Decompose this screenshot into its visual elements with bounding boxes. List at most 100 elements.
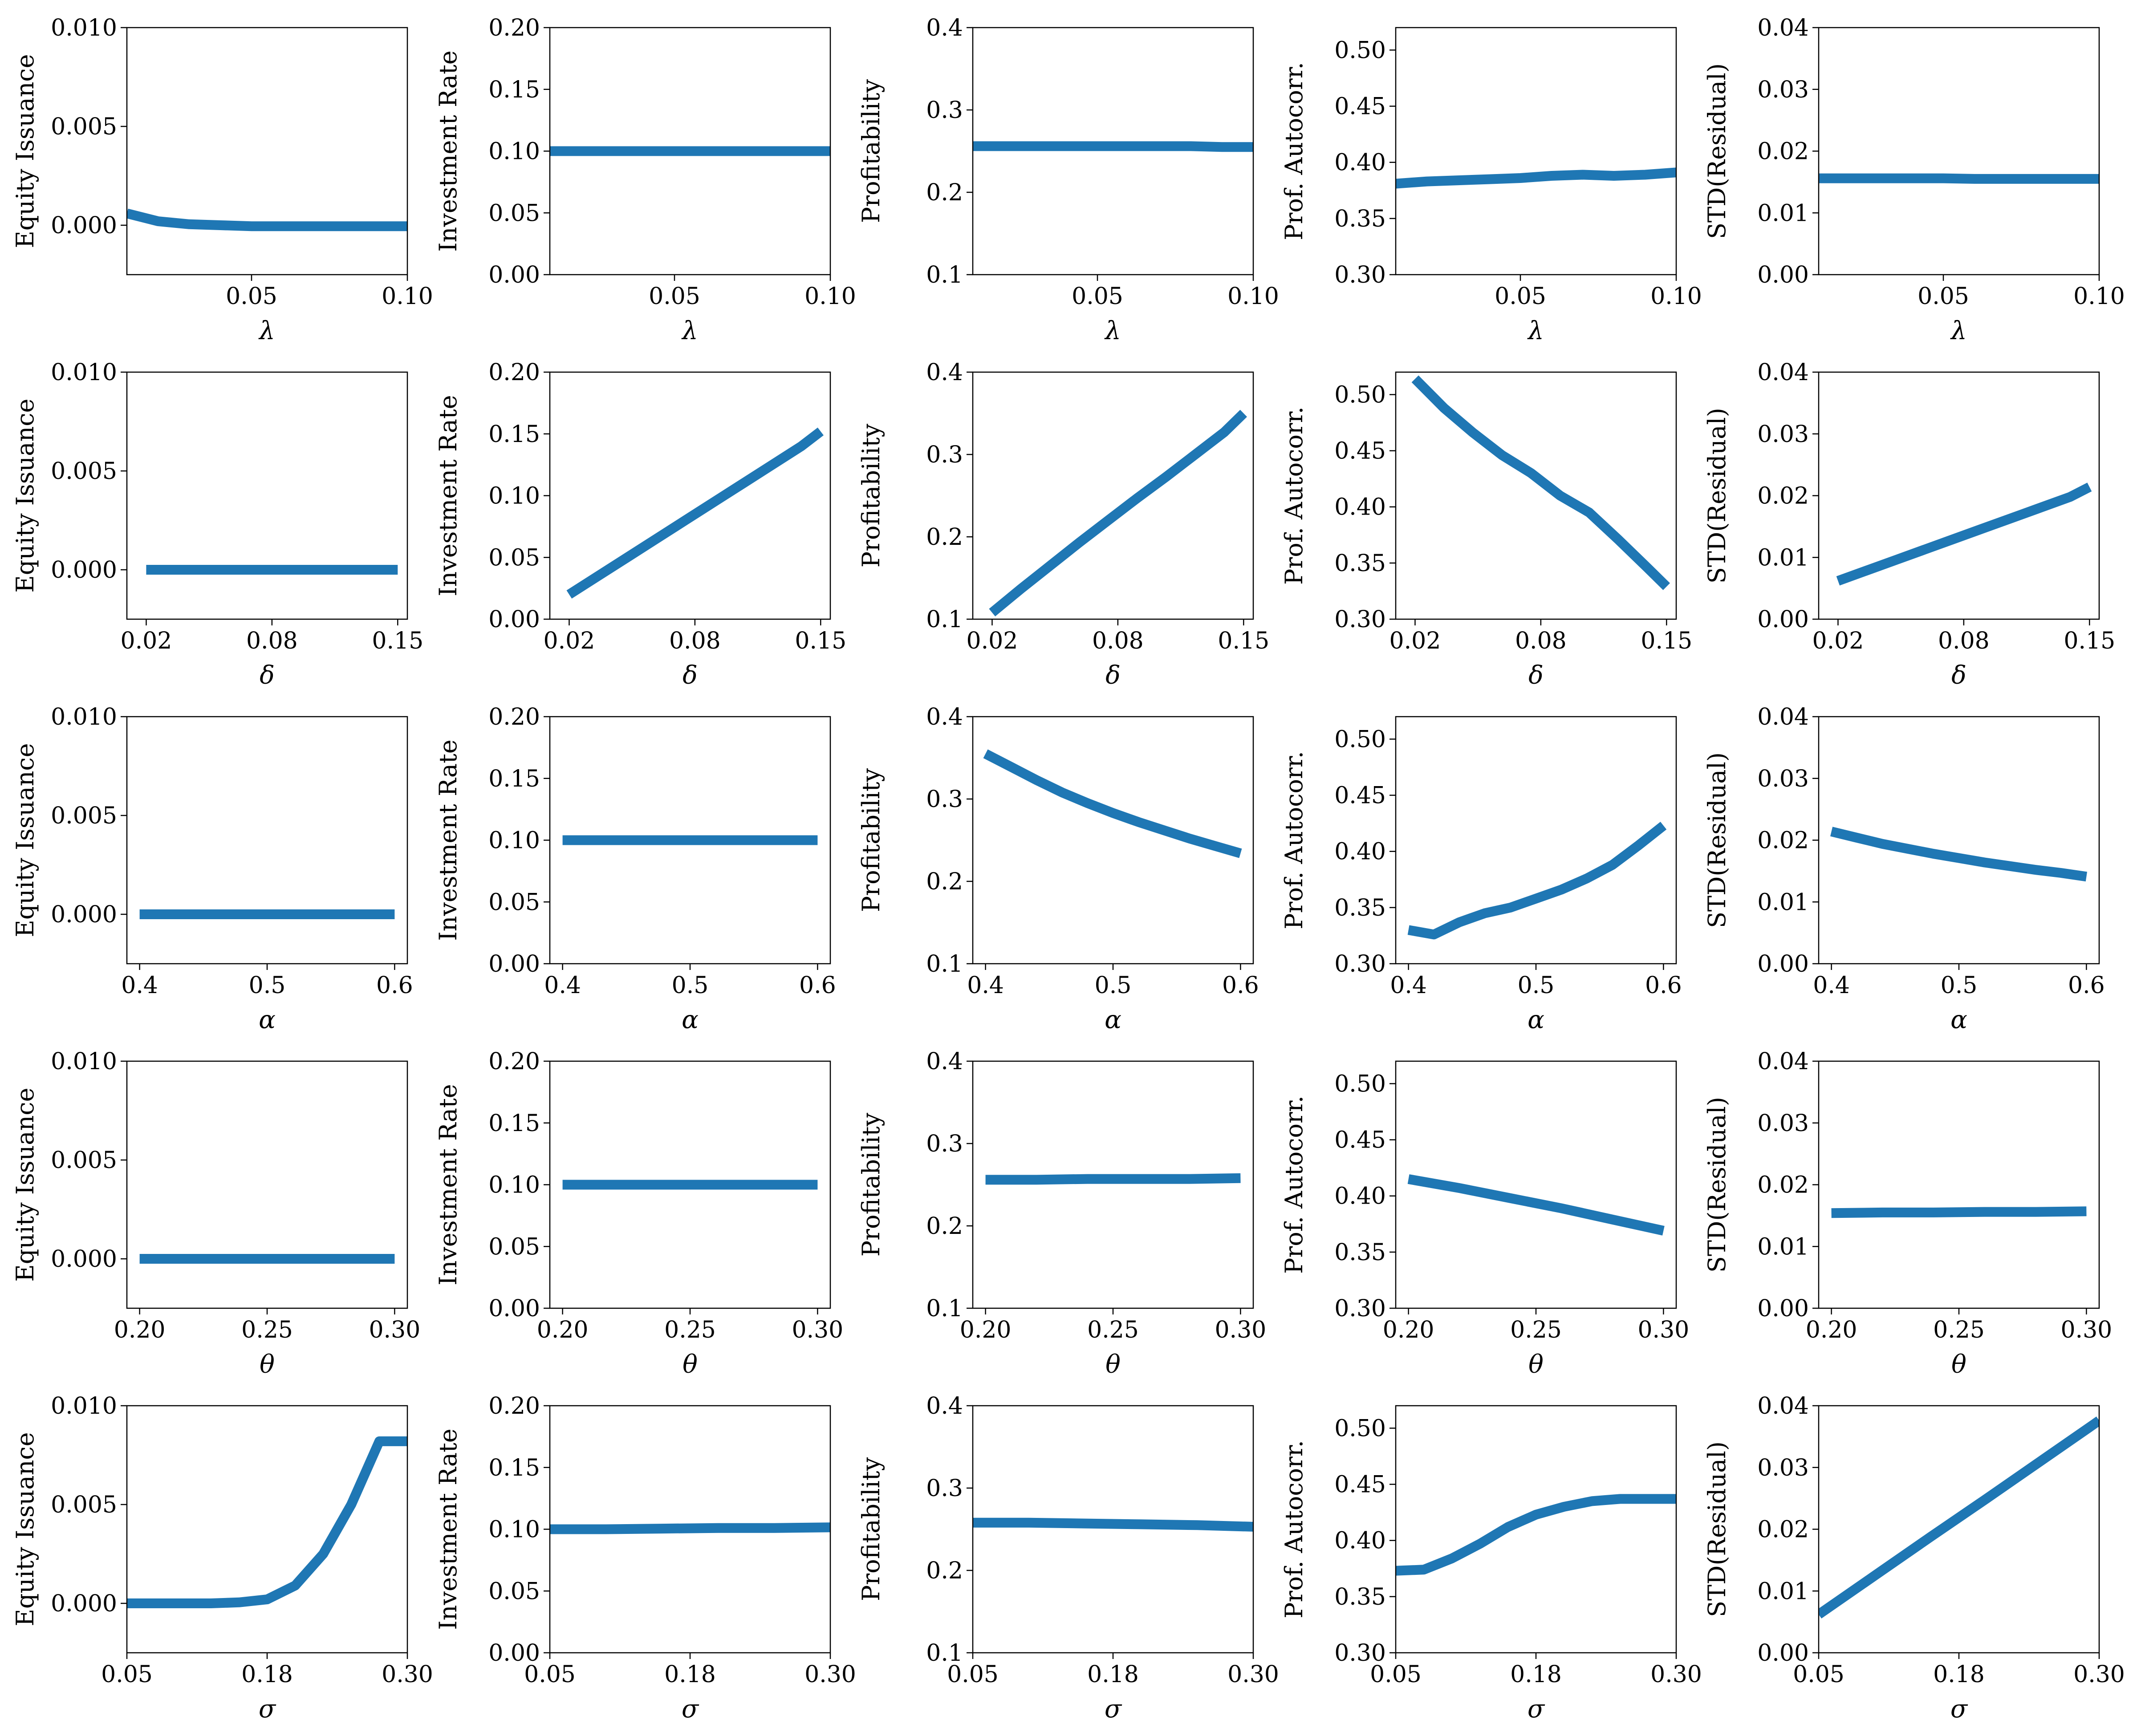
y-tick-label: 0.45 [1334, 783, 1386, 809]
y-tick-label: 0.00 [1757, 262, 1809, 288]
y-tick-label: 0.4 [926, 1048, 963, 1075]
x-tick-label: 0.30 [1227, 1661, 1279, 1688]
subplot-r4-c3: 0.1 0.2 0.3 0.4 0.20 0.25 0.30 θ Profitability [857, 1048, 1266, 1379]
x-tick-label: 0.30 [804, 1661, 856, 1688]
subplot-r1-c4: 0.30 0.35 0.40 0.45 0.50 0.05 0.10 λ Prof. Autoc… [1280, 27, 1702, 345]
series-line [1819, 1416, 2099, 1619]
x-tick-label: 0.20 [537, 1317, 589, 1343]
x-axis-label: α [1950, 1006, 1967, 1034]
subplot-r1-c5: 0.00 0.01 0.02 0.03 0.04 0.05 0.10 λ STD(Residua… [1703, 15, 2125, 345]
x-tick-label: 0.30 [369, 1317, 420, 1343]
x-tick-label: 0.05 [226, 283, 277, 310]
x-tick-label: 0.05 [524, 1661, 576, 1688]
series-line [127, 208, 407, 231]
x-tick-label: 0.02 [544, 628, 595, 654]
subplot-r2-c5: 0.00 0.01 0.02 0.03 0.04 0.02 0.08 0.15 δ STD(Res… [1703, 359, 2115, 690]
y-axis-label: Equity Issuance [11, 398, 39, 592]
y-tick-label: 0.2 [926, 868, 963, 895]
y-axis-label: Profitability [857, 423, 885, 568]
y-tick-label: 0.04 [1757, 704, 1809, 730]
x-tick-label: 0.4 [544, 972, 581, 999]
x-axis-label: θ [1951, 1350, 1966, 1379]
y-tick-label: 0.10 [488, 1172, 540, 1199]
subplot-r1-c3: 0.1 0.2 0.3 0.4 0.05 0.10 λ Profitability [857, 15, 1279, 345]
y-tick-label: 0.20 [488, 15, 540, 41]
x-tick-label: 0.18 [241, 1661, 293, 1688]
y-axis-label: STD(Residual) [1703, 63, 1731, 239]
subplot-r4-c4: 0.30 0.35 0.40 0.45 0.50 0.20 0.25 0.30 θ Prof. A… [1280, 1060, 1689, 1379]
y-tick-label: 0.35 [1334, 550, 1386, 577]
x-axis-label: λ [1950, 316, 1967, 345]
y-axis-label: Profitability [857, 768, 885, 912]
x-axis-label: δ [1105, 661, 1121, 690]
x-axis-label: λ [258, 316, 275, 345]
x-tick-label: 0.20 [1806, 1317, 1857, 1343]
x-axis-label: α [259, 1006, 276, 1034]
y-tick-label: 0.02 [1757, 1517, 1809, 1543]
x-tick-label: 0.25 [1087, 1317, 1139, 1343]
x-axis-label: θ [683, 1350, 698, 1379]
series-line [1819, 173, 2099, 184]
y-axis-label: Investment Rate [434, 739, 462, 941]
subplot-r2-c3: 0.1 0.2 0.3 0.4 0.02 0.08 0.15 δ Profitability [857, 359, 1269, 690]
subplot-r3-c5: 0.00 0.01 0.02 0.03 0.04 0.4 0.5 0.6 α STD(Residu… [1703, 704, 2105, 1034]
plot-frame [126, 1405, 408, 1654]
y-tick-label: 0.03 [1757, 77, 1809, 103]
x-tick-label: 0.05 [649, 283, 700, 310]
y-tick-label: 0.000 [51, 1590, 117, 1617]
x-tick-label: 0.18 [1933, 1661, 1985, 1688]
y-tick-label: 0.01 [1757, 200, 1809, 227]
x-tick-label: 0.10 [382, 283, 433, 310]
y-tick-label: 0.005 [51, 803, 117, 829]
x-tick-label: 0.10 [1227, 283, 1279, 310]
y-tick-label: 0.4 [926, 359, 963, 386]
y-tick-label: 0.00 [1757, 606, 1809, 633]
subplot-r4-c2: 0.00 0.05 0.10 0.15 0.20 0.20 0.25 0.30 θ Investm… [434, 1048, 843, 1379]
y-tick-label: 0.00 [1757, 1295, 1809, 1322]
y-tick-label: 0.30 [1334, 1640, 1386, 1667]
x-tick-label: 0.15 [2064, 628, 2115, 654]
y-tick-label: 0.15 [488, 1110, 540, 1137]
plot-frame [126, 1060, 408, 1309]
x-tick-label: 0.15 [372, 628, 423, 654]
y-tick-label: 0.35 [1334, 1239, 1386, 1266]
y-tick-label: 0.40 [1334, 1183, 1386, 1210]
series-line [550, 1522, 830, 1534]
y-tick-label: 0.01 [1757, 889, 1809, 916]
y-tick-label: 0.20 [488, 359, 540, 386]
y-axis-label: Equity Issuance [11, 743, 39, 937]
series-line [1836, 483, 2092, 586]
plot-frame [126, 27, 408, 276]
x-tick-label: 0.30 [1637, 1317, 1689, 1343]
plot-frame [1818, 371, 2100, 620]
y-tick-label: 0.03 [1757, 1455, 1809, 1481]
x-tick-label: 0.08 [1092, 628, 1144, 654]
y-tick-label: 0.3 [926, 786, 963, 813]
y-axis-label: Equity Issuance [11, 54, 39, 248]
subplot-r5-c1: 0.000 0.005 0.010 0.05 0.18 0.30 σ Equity Issua… [11, 1393, 433, 1724]
x-tick-label: 0.5 [1095, 972, 1132, 999]
x-axis-label: α [1105, 1006, 1121, 1034]
y-axis-label: Equity Issuance [11, 1087, 39, 1282]
x-tick-label: 0.02 [1812, 628, 1864, 654]
y-tick-label: 0.50 [1334, 726, 1386, 753]
x-tick-label: 0.15 [1218, 628, 1269, 654]
y-tick-label: 0.00 [1757, 951, 1809, 978]
x-tick-label: 0.02 [121, 628, 172, 654]
y-axis-label: Equity Issuance [11, 1432, 39, 1626]
y-tick-label: 0.35 [1334, 206, 1386, 232]
y-tick-label: 0.005 [51, 114, 117, 140]
x-tick-label: 0.08 [246, 628, 298, 654]
series-line [973, 1517, 1253, 1532]
subplot-r2-c2: 0.00 0.05 0.10 0.15 0.20 0.02 0.08 0.15 δ Investm… [434, 359, 846, 690]
plot-frame [1818, 27, 2100, 276]
subplot-r5-c3: 0.1 0.2 0.3 0.4 0.05 0.18 0.30 σ Profitability [857, 1393, 1279, 1724]
x-tick-label: 0.10 [1650, 283, 1702, 310]
x-tick-label: 0.05 [1918, 283, 1969, 310]
y-axis-label: Profitability [857, 1457, 885, 1601]
y-tick-label: 0.000 [51, 557, 117, 584]
series-line [1411, 375, 1670, 590]
y-tick-label: 0.20 [488, 1048, 540, 1075]
y-tick-label: 0.00 [488, 1295, 540, 1322]
y-tick-label: 0.05 [488, 1578, 540, 1605]
